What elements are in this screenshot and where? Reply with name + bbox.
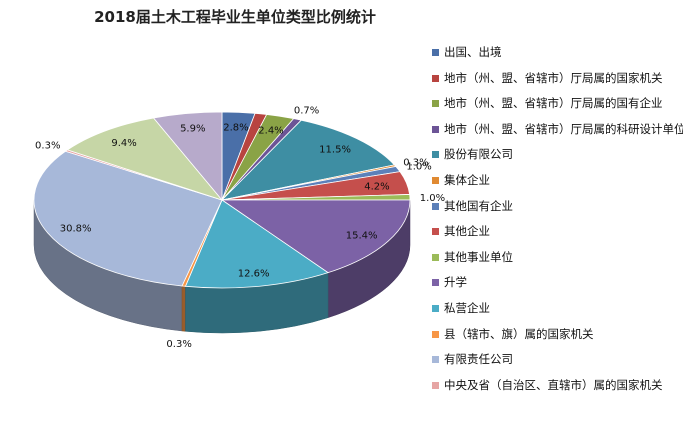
data-label-12: 30.8%	[60, 224, 92, 235]
data-label-4: 11.5%	[319, 144, 351, 155]
pie-slice-14	[66, 117, 224, 201]
legend-label: 集体企业	[444, 172, 490, 187]
pie-side-11	[181, 285, 186, 332]
legend-item: 其他国有企业	[432, 198, 682, 224]
data-label-11: 0.3%	[166, 339, 191, 350]
legend-swatch	[432, 330, 439, 338]
pie-slice-15	[152, 111, 223, 202]
legend-item: 私营企业	[432, 300, 682, 326]
legend-item: 股份有限公司	[432, 146, 682, 172]
data-label-7: 4.2%	[364, 182, 389, 193]
legend-swatch	[432, 151, 439, 159]
data-label-9: 15.4%	[346, 231, 378, 242]
legend-swatch	[432, 202, 439, 210]
legend-swatch	[432, 304, 439, 312]
legend-swatch	[432, 176, 439, 184]
legend-item: 其他事业单位	[432, 249, 682, 275]
pie-slice-9	[220, 199, 411, 274]
pie-slice-10	[184, 199, 329, 289]
legend-item: 有限责任公司	[432, 351, 682, 377]
legend-swatch	[432, 356, 439, 364]
legend-swatch	[432, 100, 439, 108]
legend-item: 地市（州、盟、省辖市）厅局属的科研设计单位	[432, 121, 683, 147]
legend-label: 其他事业单位	[444, 249, 513, 264]
data-label-5: 0.3%	[403, 158, 428, 169]
legend-label: 有限责任公司	[444, 352, 513, 367]
data-label-2: 2.4%	[258, 126, 283, 137]
legend-item: 升学	[432, 274, 682, 300]
legend-swatch	[432, 279, 439, 287]
legend-swatch	[432, 228, 439, 236]
legend-swatch	[432, 381, 439, 389]
data-label-8: 1.0%	[420, 193, 445, 204]
data-label-10: 12.6%	[238, 268, 270, 279]
data-label-15: 5.9%	[180, 123, 205, 134]
legend-label: 私营企业	[444, 300, 490, 315]
legend-swatch	[432, 74, 439, 82]
data-labels: 2.8% 2.4%0.7%11.5%0.3%1.0%4.2%1.0%15.4%12…	[35, 106, 445, 350]
legend-label: 升学	[444, 275, 467, 290]
legend-label: 出国、出境	[444, 45, 502, 59]
legend-item: 其他企业	[432, 223, 682, 249]
legend-item: 中央及省（自治区、直辖市）属的国家机关	[432, 377, 682, 403]
pie-slices	[33, 111, 411, 289]
legend-item: 县（辖市、旗）属的国家机关	[432, 326, 682, 352]
legend-label: 地市（州、盟、省辖市）厅局属的国有企业	[444, 96, 663, 111]
chart-title: 2018届土木工程毕业生单位类型比例统计	[94, 8, 376, 26]
legend-label: 股份有限公司	[444, 147, 513, 162]
data-label-14: 9.4%	[111, 138, 136, 149]
legend-label: 其他国有企业	[444, 198, 513, 213]
pie-slice-12	[33, 150, 223, 287]
legend-swatch	[432, 253, 439, 261]
legend-label: 中央及省（自治区、直辖市）属的国家机关	[444, 377, 663, 392]
legend: 出国、出境地市（州、盟、省辖市）厅局属的国家机关 地市（州、盟、省辖市）厅局属的国…	[432, 44, 683, 403]
legend-label: 其他企业	[444, 224, 490, 239]
legend-item: 出国、出境	[432, 44, 682, 70]
legend-item: 集体企业	[432, 172, 682, 198]
data-label-3: 0.7%	[294, 106, 319, 117]
data-label-13: 0.3%	[35, 141, 60, 152]
pie-slice-4	[220, 119, 396, 201]
data-label-6: 1.0%	[406, 161, 431, 172]
legend-item: 地市（州、盟、省辖市）厅局属的国有企业	[432, 95, 682, 121]
legend-swatch	[432, 125, 439, 133]
legend-item: 地市（州、盟、省辖市）厅局属的国家机关	[432, 70, 682, 96]
legend-label: 县（辖市、旗）属的国家机关	[444, 326, 594, 341]
data-label-0: 2.8%	[223, 122, 248, 133]
legend-label: 地市（州、盟、省辖市）厅局属的国家机关	[444, 70, 663, 85]
legend-label: 地市（州、盟、省辖市）厅局属的科研设计单位	[444, 121, 683, 136]
pie-sides	[33, 199, 411, 334]
legend-swatch	[432, 49, 439, 56]
